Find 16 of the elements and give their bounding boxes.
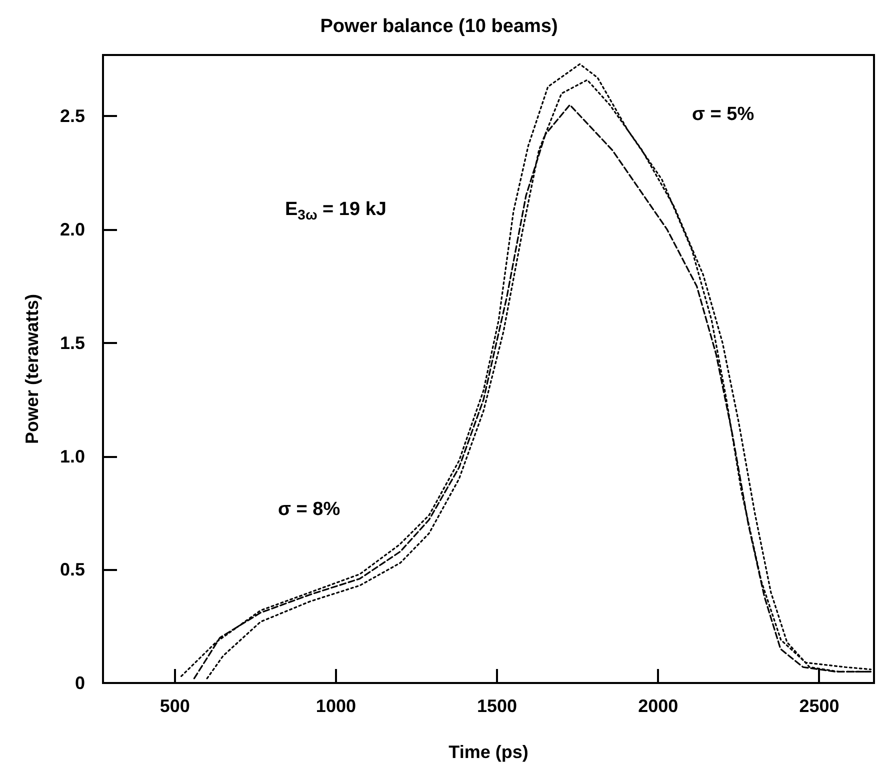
x-tick-label: 1000 <box>316 696 356 716</box>
x-tick-label: 1500 <box>477 696 518 716</box>
x-tick-label: 500 <box>160 696 190 716</box>
x-tick-label: 2000 <box>638 696 678 716</box>
x-tick-label: 2500 <box>799 696 840 716</box>
y-tick-label: 0.5 <box>60 560 85 580</box>
chart-title: Power balance (10 beams) <box>320 16 558 37</box>
y-axis-title: Power (terawatts) <box>22 294 42 444</box>
y-tick-label: 1.5 <box>60 332 85 353</box>
y-tick-label: 2.0 <box>60 220 85 240</box>
y-tick-label: 0 <box>74 673 85 693</box>
x-axis-title: Time (ps) <box>448 742 528 762</box>
y-tick-label: 1.0 <box>60 446 85 466</box>
annotation: σ = 5% <box>692 104 754 125</box>
y-tick-label: 2.5 <box>60 106 85 126</box>
annotation: σ = 8% <box>278 499 340 520</box>
